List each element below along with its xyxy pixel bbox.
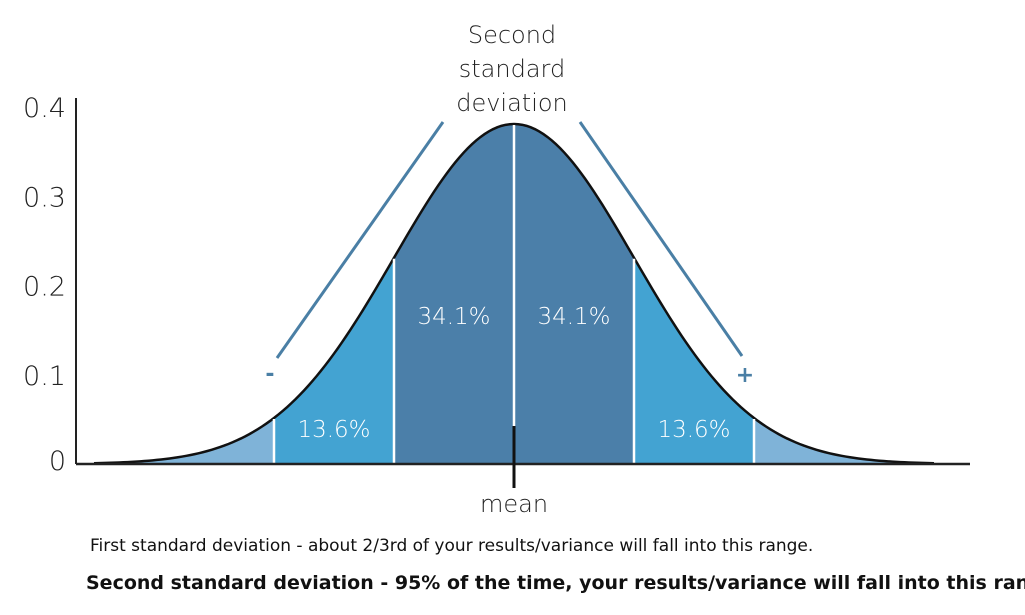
y-tick-label: 0.2 [23, 272, 66, 303]
segment-label: 13.6% [657, 417, 730, 443]
segment-0 [94, 417, 274, 464]
callout-text-line: standard [459, 55, 565, 83]
callout-text-line: Second [468, 21, 556, 49]
callout-left-line [275, 121, 445, 359]
y-tick-label: 0 [49, 446, 66, 477]
second-sd-caption: Second standard deviation - 95% of the t… [86, 572, 1025, 594]
normal-distribution-chart: 0 0.1 0.2 0.3 0.4 mean 13.6% 34.1% 34.1% 13.6% S… [23, 21, 970, 518]
y-tick-label: 0.3 [23, 182, 66, 213]
segment-label: 34.1% [417, 304, 490, 330]
mean-label: mean [480, 490, 548, 518]
segment-5 [754, 417, 934, 464]
segment-2 [394, 124, 514, 464]
bell-curve [93, 122, 935, 465]
y-tick-label: 0.1 [23, 361, 66, 392]
callout-text-line: deviation [456, 89, 568, 117]
callout-right-line [578, 121, 744, 357]
segment-label: 13.6% [297, 417, 370, 443]
plus-sign: + [736, 363, 754, 388]
segment-label: 34.1% [537, 304, 610, 330]
minus-sign: - [265, 362, 274, 387]
y-tick-label: 0.4 [23, 93, 66, 124]
first-sd-caption: First standard deviation - about 2/3rd o… [90, 536, 814, 556]
